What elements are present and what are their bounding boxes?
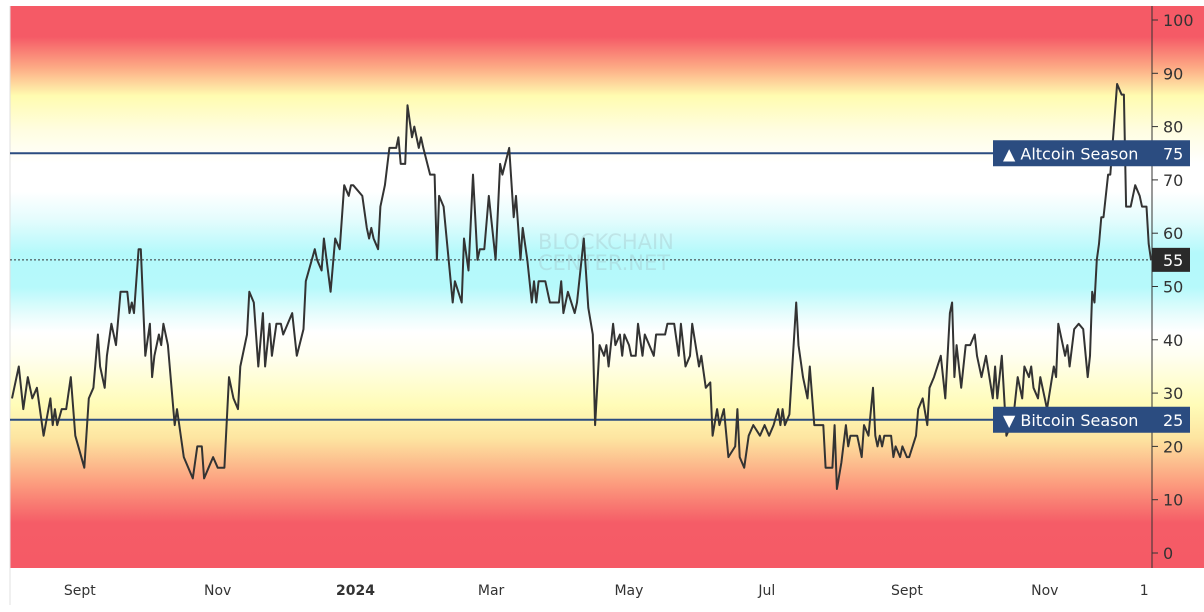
x-tick-label: Mar xyxy=(478,583,505,599)
x-tick-label: May xyxy=(614,583,643,599)
last-value-label: 55 xyxy=(1163,251,1183,270)
x-tick-label: Sept xyxy=(64,583,96,599)
svg-text:BLOCKCHAIN: BLOCKCHAIN xyxy=(538,230,674,254)
x-tick-label: Nov xyxy=(1031,583,1058,599)
level-labels: ▲ Altcoin Season 75 ▼ Bitcoin Season 25 55 xyxy=(993,140,1190,433)
last-value-box xyxy=(1152,247,1190,272)
x-tick-label: 2024 xyxy=(336,583,375,599)
y-tick-label: 60 xyxy=(1163,224,1183,243)
level-label-text: ▲ Altcoin Season xyxy=(1003,144,1138,163)
y-axis: 0 10 20 30 40 50 60 70 80 90 100 xyxy=(1152,11,1194,563)
reference-lines xyxy=(10,152,1152,421)
y-tick-label: 80 xyxy=(1163,118,1183,137)
y-tick-label: 70 xyxy=(1163,171,1183,190)
level-label-box xyxy=(993,406,1190,433)
level-label-value: 75 xyxy=(1163,144,1183,163)
y-tick-label: 40 xyxy=(1163,331,1183,350)
y-tick-label: 0 xyxy=(1163,544,1173,563)
y-tick-label: 20 xyxy=(1163,437,1183,456)
x-tick-label: 1 xyxy=(1140,583,1149,599)
svg-text:CENTER.NET: CENTER.NET xyxy=(538,251,670,275)
y-tick-label: 10 xyxy=(1163,491,1183,510)
plot-background-bands xyxy=(10,6,1204,568)
x-tick-label: Sept xyxy=(891,583,923,599)
y-tick-label: 50 xyxy=(1163,278,1183,297)
y-tick-label: 30 xyxy=(1163,384,1183,403)
watermark: BLOCKCHAIN CENTER.NET xyxy=(538,230,674,275)
level-label-box xyxy=(993,140,1190,167)
y-tick-label: 100 xyxy=(1163,11,1194,30)
series-line xyxy=(11,83,1152,490)
level-label-value: 25 xyxy=(1163,411,1183,430)
level-label-text: ▼ Bitcoin Season xyxy=(1003,411,1138,430)
y-tick-label: 90 xyxy=(1163,64,1183,83)
x-tick-label: Jul xyxy=(757,583,775,599)
x-tick-label: Nov xyxy=(204,583,231,599)
x-axis: Sept Nov 2024 Mar May Jul Sept Nov 1 xyxy=(64,583,1149,599)
